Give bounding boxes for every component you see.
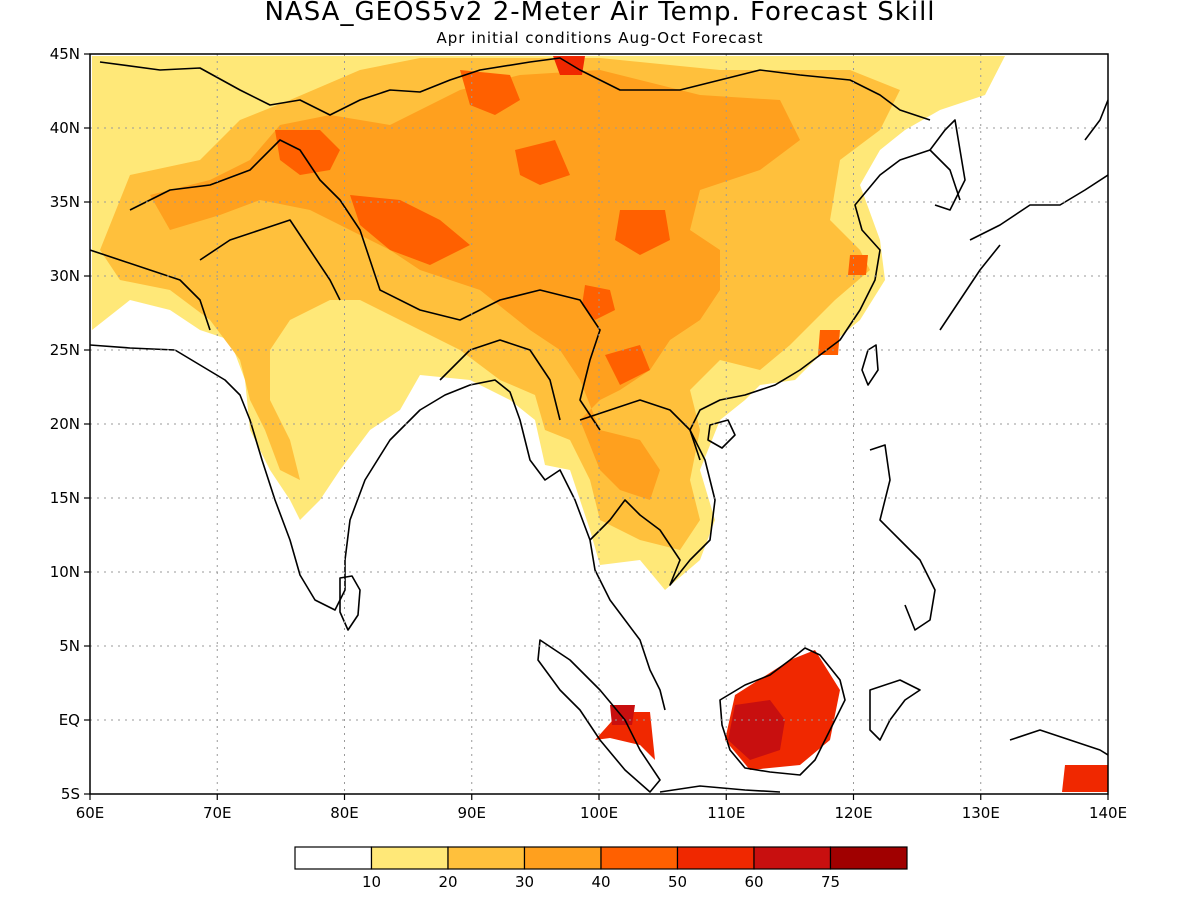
lat-tick-label: 5S (61, 785, 80, 803)
colorbar-label: 10 (362, 873, 381, 891)
lat-tick-label: 10N (50, 563, 80, 581)
lat-tick-label: 15N (50, 489, 80, 507)
lat-tick-label: 30N (50, 267, 80, 285)
colorbar-swatch (676, 846, 755, 870)
lat-tick-label: 35N (50, 193, 80, 211)
colorbar-label: 50 (668, 873, 687, 891)
coastlines (90, 57, 1108, 793)
graticule (90, 54, 1108, 794)
colorbar-label: 20 (438, 873, 457, 891)
lat-tick-label: 40N (50, 119, 80, 137)
lat-tick-label: 25N (50, 341, 80, 359)
lat-tick-label: EQ (59, 711, 80, 729)
axis-ticks (84, 53, 1109, 800)
lon-tick-label: 120E (834, 804, 872, 822)
lon-tick-label: 70E (203, 804, 232, 822)
lon-tick-label: 80E (330, 804, 359, 822)
colorbar-swatch (753, 846, 832, 870)
lon-tick-label: 110E (707, 804, 745, 822)
lon-tick-label: 100E (580, 804, 618, 822)
lat-tick-label: 20N (50, 415, 80, 433)
colorbar-swatch (600, 846, 679, 870)
lat-tick-label: 45N (50, 45, 80, 63)
colorbar-swatch (294, 846, 373, 870)
lon-tick-labels: 60E 70E 80E 90E 100E 110E 120E 130E 140E (76, 804, 1127, 822)
map-title: NASA_GEOS5v2 2-Meter Air Temp. Forecast … (264, 0, 936, 27)
lat-tick-labels: 5S EQ 5N 10N 15N 20N 25N 30N 35N 40N 45N (50, 45, 80, 803)
lat-tick-label: 5N (59, 637, 80, 655)
colorbar-label: 60 (744, 873, 763, 891)
colorbar-swatch (829, 846, 908, 870)
skill-area-30-40 (150, 70, 800, 500)
skill-area-40-50 (275, 70, 868, 385)
map-subtitle: Apr initial conditions Aug-Oct Forecast (436, 29, 764, 47)
lon-tick-label: 140E (1089, 804, 1127, 822)
skill-area-60-75 (610, 700, 785, 760)
colorbar: 10 20 30 40 50 60 75 (294, 846, 908, 891)
colorbar-swatch (447, 846, 526, 870)
colorbar-swatch (523, 846, 602, 870)
skill-field (92, 56, 1108, 792)
lon-tick-label: 90E (457, 804, 486, 822)
colorbar-swatch (370, 846, 449, 870)
colorbar-label: 75 (821, 873, 840, 891)
lon-tick-label: 60E (76, 804, 105, 822)
colorbar-label: 40 (591, 873, 610, 891)
lon-tick-label: 130E (962, 804, 1000, 822)
colorbar-label: 30 (515, 873, 534, 891)
